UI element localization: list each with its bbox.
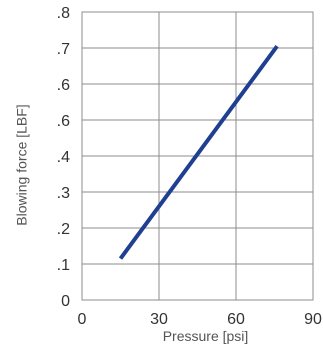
series-line xyxy=(118,45,279,260)
y-tick-label: .4 xyxy=(57,149,70,166)
plot-frame xyxy=(81,11,314,301)
x-tick-label: 30 xyxy=(150,311,168,328)
x-tick-label: 60 xyxy=(227,311,245,328)
y-tick-label: .2 xyxy=(57,221,70,238)
x-tick-label: 0 xyxy=(78,311,87,328)
y-axis-ticks: 0 .1 .2 .3 .4 .6 .6 .7 .8 xyxy=(57,5,70,310)
x-axis-ticks: 0 30 60 90 xyxy=(78,311,322,328)
series-layer xyxy=(118,45,279,260)
x-axis-label: Pressure [psi] xyxy=(163,328,249,344)
y-axis-label: Blowing force [LBF] xyxy=(14,104,30,225)
y-tick-label: .3 xyxy=(57,185,70,202)
y-tick-label: .6 xyxy=(57,77,70,94)
y-tick-label: .7 xyxy=(57,41,70,58)
x-tick-label: 90 xyxy=(304,311,322,328)
y-tick-label: .6 xyxy=(57,113,70,130)
y-tick-label: .1 xyxy=(57,257,70,274)
y-tick-label: 0 xyxy=(61,293,70,310)
y-tick-label: .8 xyxy=(57,5,70,22)
